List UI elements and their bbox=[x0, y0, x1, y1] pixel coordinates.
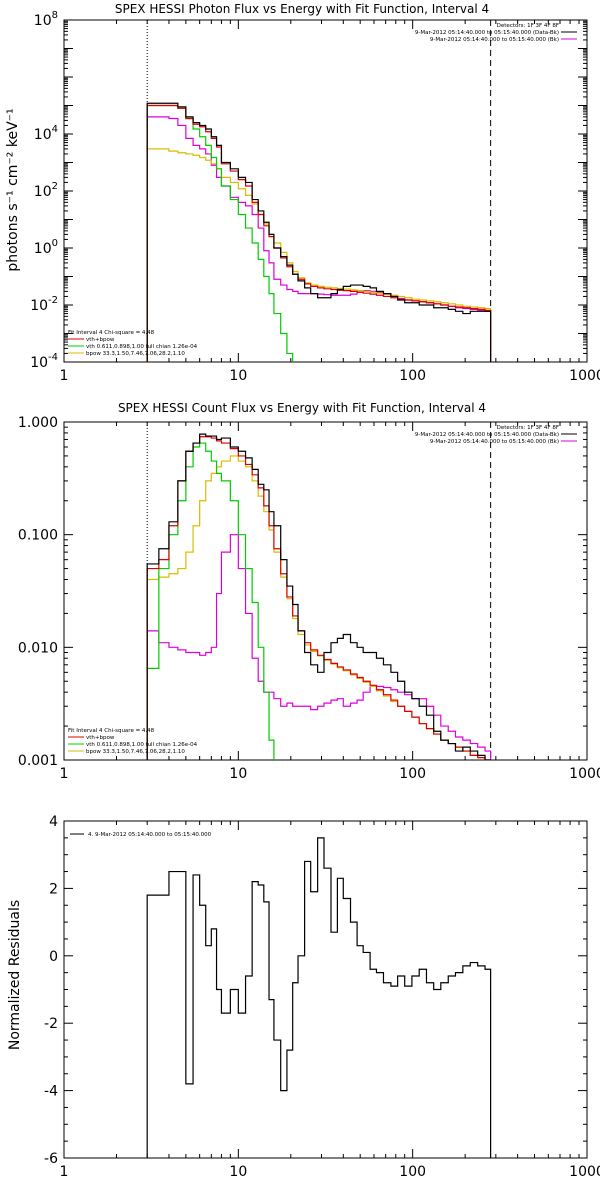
count-flux-series-vth-bpow bbox=[146, 436, 492, 760]
photon-flux-legend-entry: bpow 33.3,1.50,7.46,7.06,28.2,1.10 bbox=[86, 351, 185, 357]
count-flux-legend-entry: vth 0.611,0.898,1.00 full chian 1.26e-04 bbox=[86, 742, 198, 748]
residuals-x-tick-label: 10 bbox=[229, 1164, 247, 1180]
photon-flux-y-tick-label: 10-4 bbox=[30, 352, 58, 371]
residuals-ylabel: Normalized Residuals bbox=[7, 900, 23, 1050]
photon-flux-legend-entry: 9-Mar-2012 05:14:40.000 to 05:15:40.000 … bbox=[415, 30, 559, 36]
photon-flux-y-tick-label: 108 bbox=[34, 10, 58, 29]
photon-flux-legend-entry: Fit Interval 4 Chi-square = 4.48 bbox=[68, 330, 155, 336]
photon-flux-legend-entry: vth+bpow bbox=[86, 337, 115, 343]
photon-flux-x-tick-label: 1 bbox=[60, 368, 69, 384]
photon-flux-legend-entry: Detectors: 1F 3F 4F 8F bbox=[497, 23, 559, 29]
count-flux-legend-entry: Fit Interval 4 Chi-square = 4.48 bbox=[68, 728, 155, 734]
residuals-series-data-bk bbox=[146, 837, 492, 1158]
photon-flux-ylabel: photons s⁻¹ cm⁻² keV⁻¹ bbox=[5, 108, 21, 271]
count-flux-y-tick-label: 0.001 bbox=[18, 753, 58, 769]
count-flux-plot-frame bbox=[63, 421, 588, 761]
count-flux-legend-entry: bpow 33.3,1.50,7.46,7.06,28.2,1.10 bbox=[86, 749, 185, 755]
residuals-legend-entry: 4. 9-Mar-2012 05:14:40.000 to 05:15:40.0… bbox=[88, 832, 212, 838]
photon-flux-series-vth bbox=[146, 104, 294, 362]
residuals-y-tick-label: -4 bbox=[44, 1084, 58, 1100]
photon-flux-series-bpow bbox=[146, 148, 492, 362]
photon-flux-title: SPEX HESSI Photon Flux vs Energy with Fi… bbox=[115, 2, 489, 16]
photon-flux-x-tick-label: 100 bbox=[399, 368, 426, 384]
count-flux-x-tick-label: 100 bbox=[399, 766, 426, 782]
residuals-x-tick-label: 1 bbox=[60, 1164, 69, 1180]
photon-flux-legend-entry: vth 0.611,0.898,1.00 full chian 1.26e-04 bbox=[86, 344, 198, 350]
count-flux-y-tick-label: 1.000 bbox=[18, 415, 58, 431]
count-flux-series-vth bbox=[146, 442, 275, 760]
residuals-y-tick-label: -6 bbox=[44, 1151, 58, 1167]
residuals-x-tick-label: 100 bbox=[399, 1164, 426, 1180]
count-flux-title: SPEX HESSI Count Flux vs Energy with Fit… bbox=[118, 401, 486, 415]
photon-flux-series-data-bk bbox=[146, 102, 492, 362]
count-flux-legend-entry: 9-Mar-2012 05:14:40.000 to 05:15:40.000 … bbox=[430, 439, 559, 445]
count-flux-series-data-bk bbox=[146, 433, 492, 760]
photon-flux-x-tick-label: 10 bbox=[229, 368, 247, 384]
count-flux-series-bk bbox=[146, 534, 492, 760]
residuals-y-tick-label: 4 bbox=[49, 814, 58, 830]
count-flux-x-tick-label: 1 bbox=[60, 766, 69, 782]
residuals-y-tick-label: -2 bbox=[44, 1016, 58, 1032]
count-flux-y-tick-label: 0.100 bbox=[18, 528, 58, 544]
count-flux-x-tick-label: 10 bbox=[229, 766, 247, 782]
count-flux-panel: SPEX HESSI Count Flux vs Energy with Fit… bbox=[18, 401, 600, 782]
photon-flux-panel: SPEX HESSI Photon Flux vs Energy with Fi… bbox=[5, 2, 600, 384]
photon-flux-y-tick-label: 102 bbox=[34, 181, 58, 200]
count-flux-series-bpow bbox=[146, 455, 492, 760]
count-flux-legend-entry: vth+bpow bbox=[86, 735, 115, 741]
photon-flux-legend-entry: 9-Mar-2012 05:14:40.000 to 05:15:40.000 … bbox=[430, 37, 559, 43]
count-flux-legend-entry: 9-Mar-2012 05:14:40.000 to 05:15:40.000 … bbox=[415, 432, 559, 438]
residuals-y-tick-label: 2 bbox=[49, 881, 58, 897]
photon-flux-y-tick-label: 10-2 bbox=[30, 295, 58, 314]
residuals-y-tick-label: 0 bbox=[49, 949, 58, 965]
residuals-plot-frame bbox=[63, 820, 588, 1159]
photon-flux-y-tick-label: 104 bbox=[34, 124, 58, 143]
count-flux-y-tick-label: 0.010 bbox=[18, 640, 58, 656]
photon-flux-plot-frame bbox=[63, 19, 588, 363]
photon-flux-y-tick-label: 100 bbox=[34, 238, 58, 257]
count-flux-legend-entry: Detectors: 1F 3F 4F 8F bbox=[497, 425, 559, 431]
